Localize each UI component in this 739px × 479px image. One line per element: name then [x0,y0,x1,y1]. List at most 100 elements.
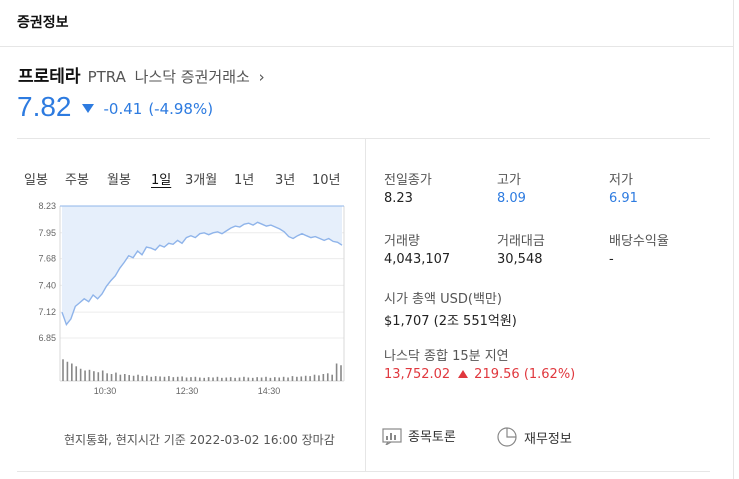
y-tick-label: 8.23 [38,201,56,211]
tab-weekly[interactable]: 주봉 [65,173,89,188]
index-change-percent: (1.62%) [523,367,576,382]
price-row: 7.82 -0.41 (-4.98%) [17,89,213,125]
volume-bar [247,377,250,381]
volume-bar [234,377,236,381]
volume-bar [194,376,197,381]
volume-bar [106,373,108,381]
divider-vertical [365,139,366,471]
volume-bar [304,375,307,381]
down-arrow-icon [81,104,94,113]
volume-bar [260,377,263,381]
price-chart[interactable]: 8.23 7.95 7.68 7.40 7.12 6.85 10:30 12:30 14:30 [22,196,352,406]
volume-bar [75,366,78,381]
volume-bar [88,369,91,381]
volume-bar [128,375,130,381]
x-tick-label: 10:30 [94,386,117,396]
info-market-cap: 시가 총액 USD(백만) $1,707 (2조 551억원) [384,288,517,329]
tab-3month[interactable]: 3개월 [185,173,218,188]
info-volume: 거래량 4,043,107 [384,230,450,267]
info-dividend: 배당수익율 - [609,230,669,267]
financials-button[interactable]: 재무정보 [496,426,572,448]
info-trade-value: 거래대금 30,548 [497,230,545,267]
volume-bar [93,371,95,381]
info-label: 거래량 [384,234,420,249]
volume-bar [340,365,342,381]
x-tick-label: 12:30 [176,386,199,396]
volume-bar [146,375,148,381]
volume-bar [322,374,325,381]
info-value: - [609,252,614,267]
volume-bar [243,376,245,381]
volume-bar [221,377,223,381]
info-label: 나스닥 종합 15분 지연 [384,349,509,364]
volume-bar [137,374,139,381]
volume-bar [132,375,135,381]
page-title: 증권정보 [17,15,69,31]
pie-chart-icon [497,427,517,447]
volume-bar [159,376,161,381]
tab-10year[interactable]: 10년 [312,173,341,188]
volume-bar [287,377,289,381]
info-label: 전일종가 [384,173,432,188]
panel-border [733,0,734,479]
discussion-label: 종목토론 [408,430,456,445]
volume-bar [291,376,294,381]
current-price: 7.82 [17,91,72,122]
discussion-button[interactable]: 종목토론 [382,426,456,445]
index-value-row: 13,752.02 219.56 (1.62%) [384,367,575,382]
volume-bar [274,377,276,381]
tab-1year[interactable]: 1년 [234,173,255,188]
y-tick-label: 7.12 [38,307,56,317]
info-value: 8.09 [497,191,526,206]
stock-title-row: 프로테라 PTRA 나스닥 증권거래소 › [18,62,269,87]
volume-bar [123,374,126,381]
x-tick-label: 14:30 [258,386,281,396]
tab-daily[interactable]: 일봉 [24,173,48,188]
stock-exchange-link[interactable]: PTRA 나스닥 증권거래소 › [88,66,269,87]
volume-bar [212,377,214,381]
volume-bar [229,377,232,381]
divider-bottom [17,471,710,472]
volume-bar [110,374,113,381]
info-value: 6.91 [609,191,638,206]
volume-bar [331,374,333,381]
volume-bar [203,377,206,381]
tab-1day[interactable]: 1일 [151,173,172,188]
chart-footnote: 현지통화, 현지시간 기준 2022-03-02 16:00 장마감 [64,433,335,447]
tab-3year[interactable]: 3년 [275,173,296,188]
price-area [62,206,342,325]
volume-bar [282,376,285,381]
volume-bar [101,370,104,381]
volume-bar [225,377,228,381]
chevron-right-icon: › [258,68,265,86]
stock-exchange: 나스닥 증권거래소 [134,68,250,86]
volume-bar [62,359,64,381]
info-value: 4,043,107 [384,252,451,267]
volume-bar [84,370,86,381]
volume-bar [97,372,100,381]
chart-board-icon [382,427,402,445]
index-change: 219.56 [474,367,520,382]
volume-bar [150,376,153,381]
volume-bar [207,377,210,381]
volume-bar [185,377,188,381]
volume-bar [269,377,272,381]
price-change-percent: (-4.98%) [148,100,214,118]
volume-bar [168,376,170,381]
volume-bar [265,376,267,381]
volume-bar [119,374,122,381]
volume-bar [335,363,338,381]
volume-bar [238,377,241,381]
volume-bar [154,376,157,381]
y-tick-label: 7.95 [38,228,56,238]
info-value: 8.23 [384,191,413,206]
info-label: 저가 [609,173,633,188]
divider [17,138,710,139]
tab-monthly[interactable]: 월봉 [107,173,131,188]
stock-name[interactable]: 프로테라 [18,67,81,87]
volume-bar [172,377,175,381]
volume-bar [313,374,316,381]
volume-bar [190,377,192,381]
volume-bar [300,376,303,381]
volume-bar [163,376,166,381]
